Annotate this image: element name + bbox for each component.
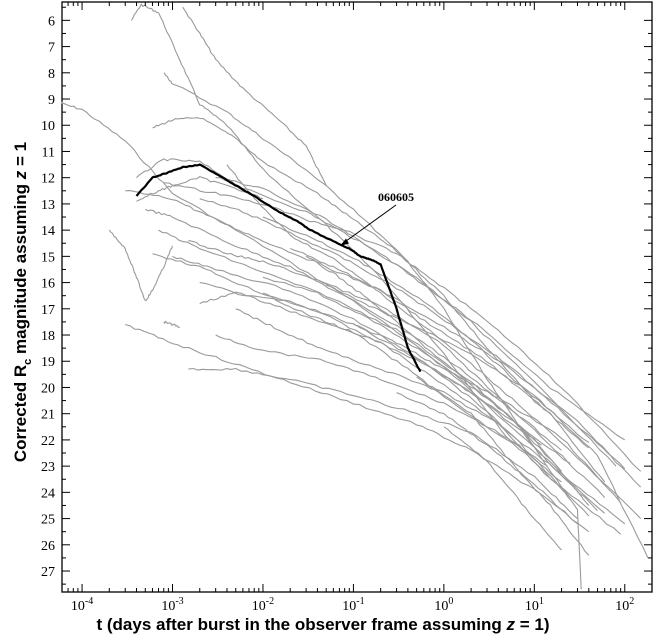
tick-layer: [61, 2, 653, 592]
annotation-arrow-line: [341, 204, 397, 245]
series-line-3: [182, 6, 327, 186]
y-tick-label: 11: [42, 145, 55, 160]
y-tick-label: 14: [41, 224, 55, 239]
y-tick-label: 27: [41, 565, 55, 580]
x-tick-label: 10-1: [342, 596, 364, 614]
y-axis-title: Corrected Rc magnitude assuming z = 1: [11, 142, 34, 462]
y-tick-label: 6: [48, 14, 55, 29]
series-line-32: [136, 176, 264, 202]
y-tick-label: 18: [41, 329, 55, 344]
x-tick-label: 10-2: [252, 596, 274, 614]
x-tick-label: 10-4: [71, 596, 93, 614]
y-tick-label: 12: [41, 172, 55, 187]
x-axis-title: t (days after burst in the observer fram…: [96, 615, 549, 634]
x-tick-base: 10: [525, 599, 539, 614]
highlight-line-060605: [135, 163, 422, 373]
y-tick-label: 13: [41, 198, 55, 213]
series-line-15: [262, 292, 590, 517]
series-layer: [61, 3, 649, 590]
series-line-30: [443, 426, 562, 551]
x-tick-exponent: -4: [85, 596, 93, 607]
x-tick-base: 10: [434, 599, 448, 614]
y-tick-label: 25: [41, 513, 55, 528]
annotation: 060605: [340, 190, 414, 246]
x-tick-label: 100: [434, 596, 453, 614]
y-tick-label: 24: [41, 486, 55, 501]
series-line-24: [353, 323, 622, 504]
series-line-6: [136, 158, 617, 467]
x-tick-exponent: 0: [448, 596, 453, 607]
x-tick-base: 10: [71, 599, 85, 614]
y-tick-label: 20: [41, 381, 55, 396]
y-tick-label: 16: [41, 277, 55, 292]
series-line-18: [188, 240, 562, 451]
x-tick-label: 102: [615, 596, 634, 614]
annotation-label: 060605: [378, 190, 414, 204]
series-line-16: [305, 255, 542, 446]
series-line-1: [61, 101, 606, 514]
series-line-35: [289, 247, 606, 483]
x-tick-base: 10: [252, 599, 266, 614]
y-tick-label: 7: [48, 41, 55, 56]
plot-frame: [61, 1, 653, 593]
highlight-layer: [135, 163, 422, 373]
series-line-11: [108, 229, 174, 302]
y-tick-label: 9: [48, 93, 55, 108]
y-tick-label: 23: [41, 460, 55, 475]
series-line-25: [163, 320, 180, 329]
y-tick-label: 15: [41, 250, 55, 265]
series-line-5: [152, 117, 590, 449]
y-tick-label: 21: [41, 408, 55, 423]
x-tick-exponent: -2: [266, 596, 274, 607]
y-tick-labels: 6 7 8 9 10 11 12 13 14 15 16 17 18 19 20 21 22 23 24 25 26 27: [41, 14, 55, 580]
x-tick-exponent: -1: [356, 596, 364, 607]
series-line-14: [199, 291, 582, 590]
x-tick-base: 10: [342, 599, 356, 614]
y-tick-label: 10: [41, 119, 55, 134]
series-line-23: [326, 284, 649, 559]
x-tick-exponent: 1: [539, 596, 544, 607]
series-line-22: [215, 334, 562, 483]
series-line-17: [226, 164, 642, 519]
series-line-12: [125, 323, 590, 533]
annotation-arrowhead: [340, 238, 349, 246]
x-tick-base: 10: [615, 599, 629, 614]
series-line-20: [199, 198, 626, 470]
x-tick-labels: 10-4 10-3 10-2 10-1 100 101 102: [71, 596, 634, 614]
series-line-34: [199, 282, 571, 464]
x-tick-base: 10: [161, 599, 175, 614]
y-tick-label: 22: [41, 434, 55, 449]
x-tick-exponent: 2: [629, 596, 634, 607]
series-line-31: [416, 376, 590, 556]
series-line-28: [163, 182, 642, 472]
series-line-27: [262, 216, 590, 443]
y-tick-label: 19: [41, 355, 55, 370]
series-line-13: [188, 367, 578, 520]
series-line-29: [396, 392, 578, 525]
x-tick-label: 10-3: [161, 596, 183, 614]
series-line-26: [215, 177, 626, 441]
x-tick-label: 101: [525, 596, 544, 614]
y-tick-label: 8: [48, 67, 55, 82]
y-tick-label: 26: [41, 539, 55, 554]
x-tick-exponent: -3: [175, 596, 183, 607]
series-line-21: [235, 308, 626, 525]
y-tick-label: 17: [41, 303, 55, 318]
